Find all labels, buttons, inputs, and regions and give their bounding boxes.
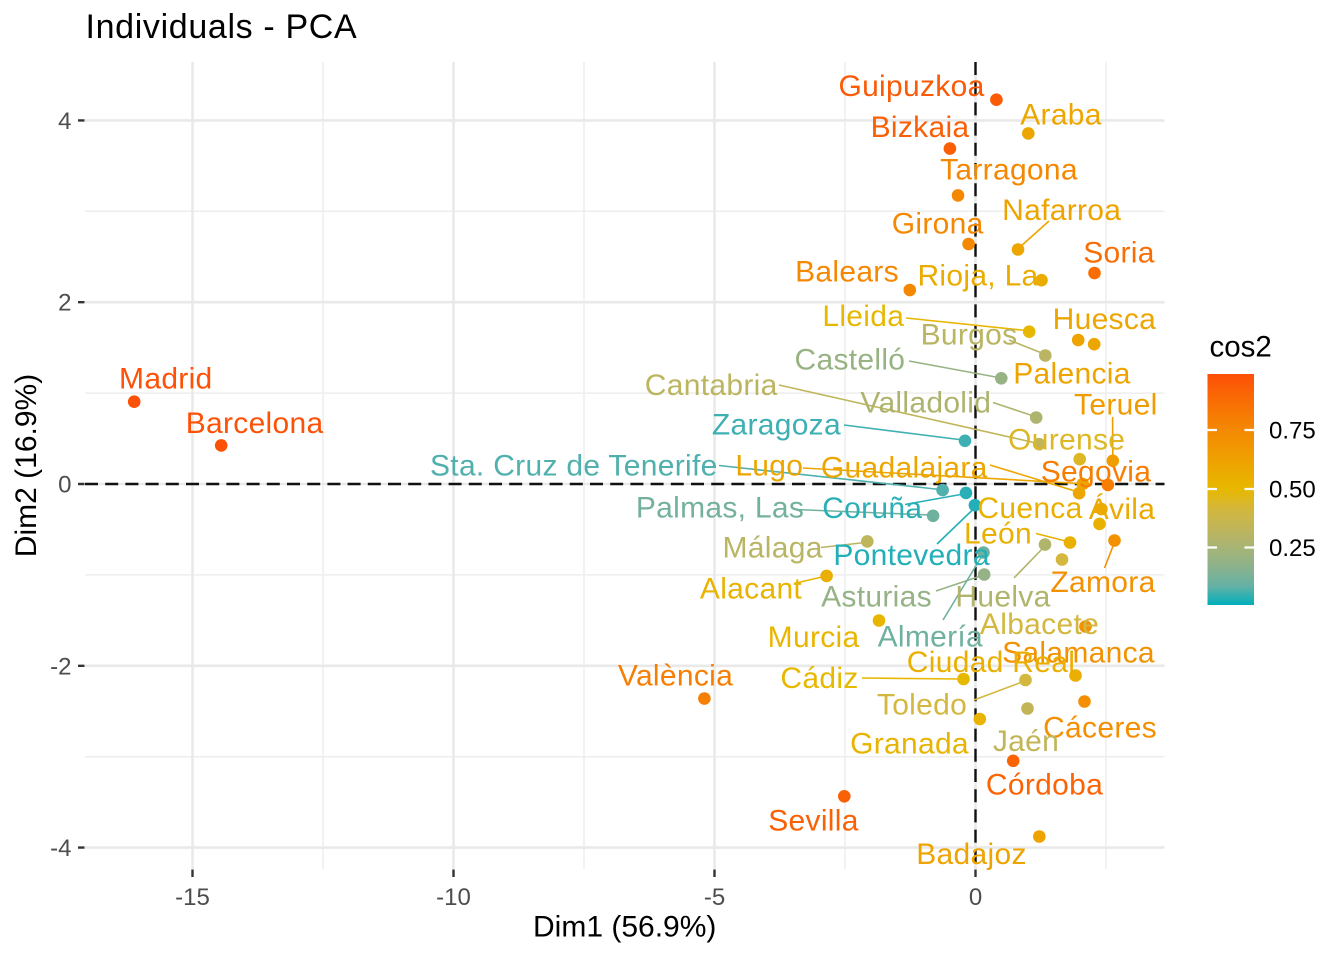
svg-text:Burgos: Burgos [921,319,1018,352]
svg-text:Zaragoza: Zaragoza [712,408,841,441]
svg-text:Murcia: Murcia [768,621,860,654]
svg-text:Bizkaia: Bizkaia [871,111,970,144]
svg-text:Pontevedra: Pontevedra [833,539,989,572]
svg-text:Guipuzkoa: Guipuzkoa [838,70,984,103]
svg-text:Segovia: Segovia [1041,456,1152,489]
svg-text:0: 0 [58,472,71,499]
svg-text:-4: -4 [50,835,71,862]
svg-text:Teruel: Teruel [1074,389,1158,422]
svg-text:Huesca: Huesca [1053,303,1157,336]
svg-text:-15: -15 [175,884,210,911]
svg-text:Palencia: Palencia [1013,358,1130,391]
svg-text:Balears: Balears [795,256,899,289]
svg-text:0.75: 0.75 [1269,418,1316,445]
svg-text:Alacant: Alacant [700,573,803,606]
svg-text:Soria: Soria [1083,237,1155,270]
svg-text:Valladolid: Valladolid [860,387,991,420]
svg-text:4: 4 [58,108,71,135]
svg-text:Girona: Girona [892,208,984,241]
svg-text:2: 2 [58,290,71,317]
svg-text:Nafarroa: Nafarroa [1002,194,1121,227]
svg-text:Dim2 (16.9%): Dim2 (16.9%) [10,374,43,557]
svg-text:Coruña: Coruña [822,492,922,525]
svg-text:Palmas, Las: Palmas, Las [636,491,804,524]
svg-text:Cantabria: Cantabria [645,369,778,402]
svg-text:Lugo: Lugo [735,450,803,483]
svg-text:0.50: 0.50 [1269,477,1316,504]
svg-text:Cádiz: Cádiz [780,662,858,695]
svg-text:Araba: Araba [1020,99,1102,132]
svg-text:Zamora: Zamora [1050,566,1155,599]
svg-text:Barcelona: Barcelona [186,407,324,440]
svg-text:Ávila: Ávila [1089,493,1156,526]
svg-text:-2: -2 [50,653,71,680]
svg-text:Guadalajara: Guadalajara [821,451,988,484]
svg-text:Córdoba: Córdoba [986,769,1103,802]
svg-text:-10: -10 [436,884,471,911]
svg-text:Málaga: Málaga [722,532,822,565]
svg-text:Ciudad Real: Ciudad Real [907,646,1075,679]
svg-text:Toledo: Toledo [877,689,967,722]
svg-text:Asturias: Asturias [821,581,932,614]
svg-text:cos2: cos2 [1210,331,1272,364]
svg-text:Dim1 (56.9%): Dim1 (56.9%) [533,911,716,944]
svg-text:-5: -5 [704,884,725,911]
svg-text:Castelló: Castelló [795,343,906,376]
svg-text:València: València [618,660,733,693]
svg-text:Individuals - PCA: Individuals - PCA [86,8,358,46]
svg-text:0.25: 0.25 [1269,535,1316,562]
svg-text:0: 0 [969,884,982,911]
svg-text:Sta. Cruz de Tenerife: Sta. Cruz de Tenerife [430,450,718,483]
svg-text:Cáceres: Cáceres [1043,712,1157,745]
svg-text:Madrid: Madrid [119,363,213,396]
svg-text:Lleida: Lleida [822,300,904,333]
svg-text:Tarragona: Tarragona [940,154,1078,187]
svg-text:Badajoz: Badajoz [916,838,1027,871]
svg-text:Sevilla: Sevilla [768,804,858,837]
svg-text:Granada: Granada [850,728,969,761]
svg-text:Rioja, La: Rioja, La [917,260,1038,293]
svg-text:Jaén: Jaén [993,725,1059,758]
svg-text:Ourense: Ourense [1008,424,1125,457]
